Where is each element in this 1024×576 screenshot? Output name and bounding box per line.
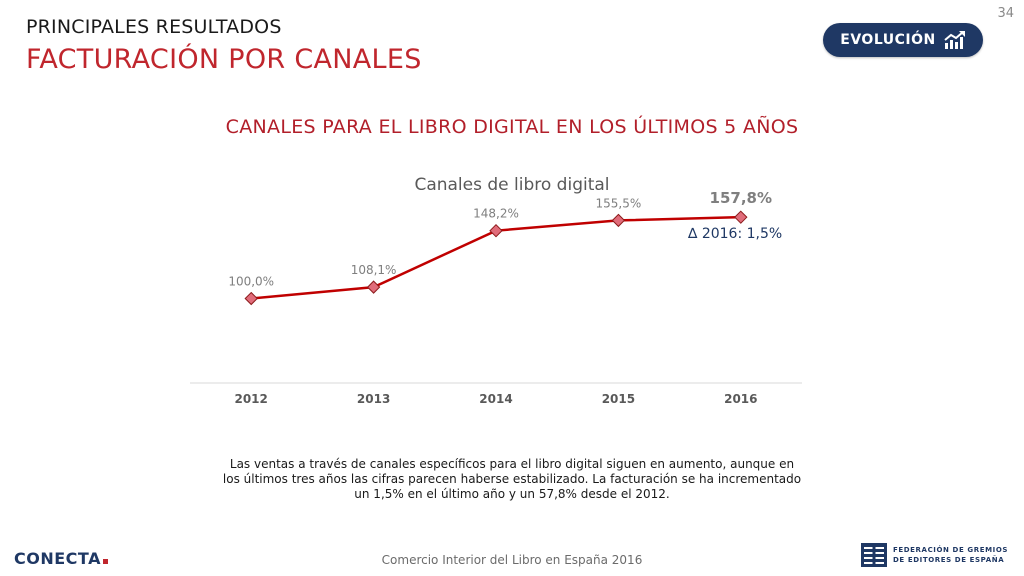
data-point-2012 bbox=[244, 291, 258, 306]
fge-logo-line1: FEDERACIÓN DE GREMIOS bbox=[893, 546, 1009, 554]
fge-logo-text: FEDERACIÓN DE GREMIOS DE EDITORES DE ESP… bbox=[893, 545, 1008, 565]
data-label-2016: 157,8% bbox=[710, 189, 772, 207]
data-point-2013 bbox=[366, 280, 381, 294]
x-tick-label-2016: 2016 bbox=[724, 392, 757, 406]
section-title: CANALES PARA EL LIBRO DIGITAL EN LOS ÚLT… bbox=[225, 116, 799, 138]
data-point-2014 bbox=[489, 223, 503, 238]
fge-emblem-icon bbox=[861, 543, 887, 567]
evolution-button[interactable]: EVOLUCIÓN bbox=[823, 23, 983, 57]
conecta-logo: CONECTA bbox=[14, 549, 108, 568]
data-label-2014: 148,2% bbox=[473, 207, 519, 221]
data-label-2015: 155,5% bbox=[596, 196, 642, 210]
header-subtitle: PRINCIPALES RESULTADOS bbox=[26, 16, 282, 38]
x-tick-label-2014: 2014 bbox=[479, 392, 512, 406]
chart-title: Canales de libro digital bbox=[414, 175, 610, 195]
page-title: FACTURACIÓN POR CANALES bbox=[26, 44, 422, 75]
conecta-logo-dot bbox=[102, 559, 108, 564]
fge-logo: FEDERACIÓN DE GREMIOS DE EDITORES DE ESP… bbox=[861, 541, 1011, 569]
data-label-2012: 100,0% bbox=[228, 275, 274, 289]
data-point-2015 bbox=[611, 213, 626, 228]
x-tick-label-2015: 2015 bbox=[602, 392, 635, 406]
data-point-2016 bbox=[734, 210, 748, 224]
conecta-logo-text: CONECTA bbox=[14, 549, 101, 568]
fge-logo-line2: DE EDITORES DE ESPAÑA bbox=[893, 556, 1005, 564]
summary-paragraph: Las ventas a través de canales específic… bbox=[222, 457, 802, 501]
x-tick-label-2012: 2012 bbox=[234, 392, 267, 406]
evolution-button-label: EVOLUCIÓN bbox=[840, 32, 936, 48]
page-number: 34 bbox=[997, 6, 1014, 21]
data-label-2013: 108,1% bbox=[351, 263, 397, 277]
trend-up-icon bbox=[944, 31, 965, 49]
footer-text: Comercio Interior del Libro en España 20… bbox=[381, 553, 643, 567]
delta-annotation: ∆ 2016: 1,5% bbox=[688, 226, 783, 242]
x-tick-label-2013: 2013 bbox=[357, 392, 390, 406]
